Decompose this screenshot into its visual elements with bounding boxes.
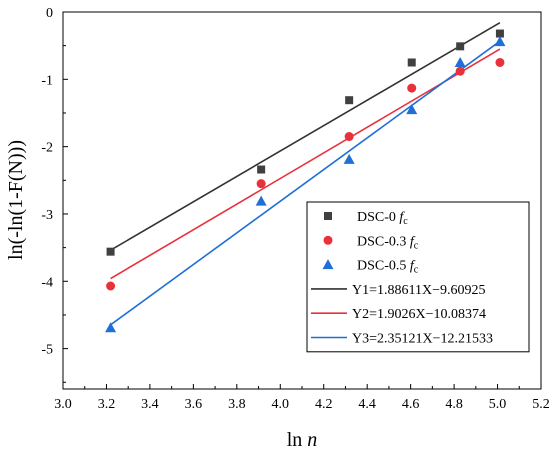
y-tick-label: -2 [41,141,53,156]
y-tick-label: -1 [41,73,53,88]
legend-box [306,201,530,353]
data-point-series-1 [495,29,504,38]
data-markers [105,29,506,333]
x-tick-label: 3.8 [228,397,246,412]
x-tick-label: 4.4 [358,397,376,412]
y-axis: 0 -1 -2 -3 -4 -5 [41,6,68,383]
fit-line-2 [110,48,501,280]
fit-line-1 [110,21,501,251]
legend-marker-2 [323,235,333,245]
x-tick-label: 4.8 [445,397,463,412]
x-tick-label: 4.6 [402,397,420,412]
data-point-series-1 [456,42,465,51]
data-point-series-3 [105,322,117,333]
data-point-series-3 [343,153,355,164]
data-point-series-3 [494,36,506,47]
x-tick-label: 3.2 [98,397,116,412]
legend-label-prefix: DSC-0 [357,210,399,225]
data-point-series-3 [454,56,466,67]
y-tick-label: -5 [41,343,53,358]
legend-label-sub: c [403,216,408,227]
data-point-series-2 [256,179,266,189]
x-tick-label: 5.0 [489,397,507,412]
data-point-series-2 [106,281,116,291]
x-tick-label: 4.0 [272,397,290,412]
legend-fit-label-3: Y3=2.35121X−12.21533 [352,332,493,347]
x-axis-title: ln n [287,429,318,451]
legend-label-3: DSC-0.5 fc [357,259,419,276]
data-point-series-1 [106,247,115,256]
legend-label-prefix: DSC-0.3 [357,234,410,249]
data-point-series-3 [406,104,418,115]
legend-label-var: f [410,234,416,249]
legend-label-1: DSC-0 fc [357,210,408,227]
y-axis-title: ln(-ln(1-F(N))) [5,140,27,260]
legend-label-prefix: DSC-0.5 [357,259,410,274]
data-point-series-2 [407,83,417,93]
data-point-series-2 [495,57,505,67]
legend-label-sub: c [414,265,419,276]
x-tick-label: 4.2 [315,397,333,412]
legend-fit-label-2: Y2=1.9026X−10.08374 [352,307,486,322]
legend-label-var: f [410,259,416,274]
x-tick-label: 3.4 [141,397,159,412]
x-axis: 3.0 3.2 3.4 3.6 3.8 4.0 4.2 4.4 4.6 4.8 5.0 5.2 [54,384,550,412]
data-point-series-1 [257,165,266,174]
x-axis-title-prefix: ln [287,429,308,451]
data-point-series-2 [455,66,465,76]
legend-fit-label-1: Y1=1.88611X−9.60925 [352,283,486,298]
x-tick-label: 3.0 [54,397,72,412]
x-tick-label: 3.6 [185,397,203,412]
fit-lines [110,21,501,326]
y-tick-label: -4 [41,275,53,290]
data-point-series-1 [407,58,416,67]
legend-label-sub: c [414,240,419,251]
legend-label-var: f [399,210,405,225]
x-tick-label: 5.2 [532,397,550,412]
fit-line-3 [110,40,501,326]
legend-marker-1 [324,212,332,220]
y-tick-label: -3 [41,208,53,223]
data-point-series-3 [255,195,267,206]
data-point-series-2 [344,132,354,142]
data-point-series-1 [345,96,354,105]
x-axis-title-var: n [307,429,317,451]
y-tick-label: 0 [46,6,53,21]
legend-label-2: DSC-0.3 fc [357,234,419,251]
legend-marker-3 [322,259,334,270]
